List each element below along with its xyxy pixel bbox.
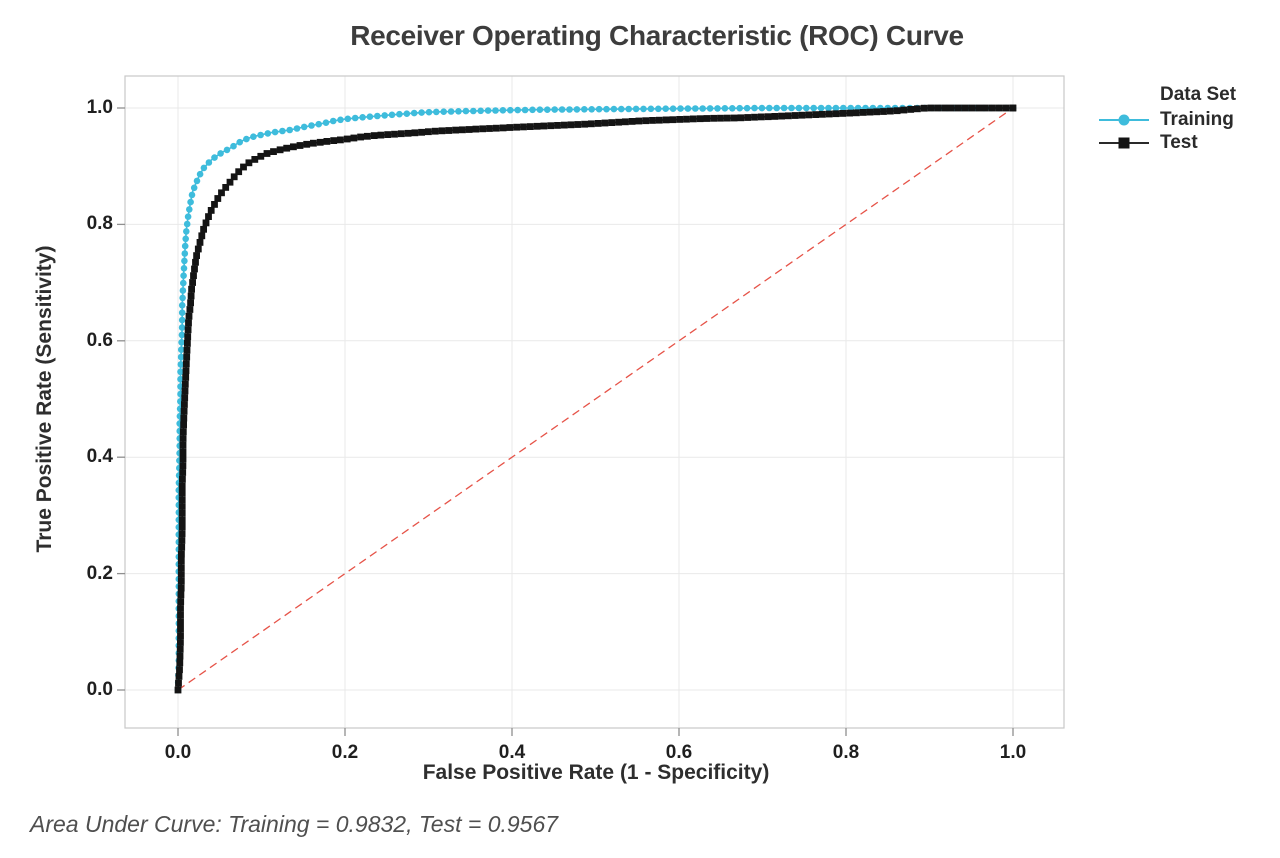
x-tick-label: 1.0	[999, 742, 1027, 763]
plot-frame	[124, 75, 1065, 729]
gridlines	[125, 76, 1064, 728]
y-tick-label: 1.0	[86, 97, 113, 118]
legend-entry-label: Test	[1160, 131, 1198, 153]
legend-entry-training: Training	[1098, 108, 1236, 131]
x-axis-label: False Positive Rate (1 - Specificity)	[422, 761, 770, 784]
axis-tick-marks	[117, 107, 1014, 736]
x-tick-label: 0.6	[665, 742, 693, 763]
legend-entries: Training Test	[1098, 108, 1236, 154]
legend-title: Data Set	[1160, 84, 1237, 105]
test-marker-icon	[1118, 137, 1130, 148]
legend-sample	[1099, 137, 1149, 148]
reference-diagonal	[177, 107, 1014, 691]
y-tick-label: 0.4	[86, 446, 113, 468]
training-marker-icon	[1118, 114, 1130, 125]
x-tick-label: 0.2	[331, 742, 359, 763]
y-axis-label: True Positive Rate (Sensitivity)	[33, 245, 56, 553]
auc-footnote: Area Under Curve: Training = 0.9832, Tes…	[30, 811, 559, 837]
x-tick-label: 0.8	[832, 742, 860, 763]
x-tick-label: 0.0	[164, 742, 192, 763]
legend-entry-label: Training	[1160, 108, 1234, 130]
legend-sample	[1099, 114, 1149, 125]
series-test	[174, 104, 1017, 694]
legend-entry-test: Test	[1098, 131, 1236, 154]
y-tick-label: 0.0	[86, 679, 113, 700]
x-tick-label: 0.4	[498, 742, 526, 763]
legend: Data Set Training Test	[1098, 84, 1236, 154]
y-tick-label: 0.8	[86, 213, 113, 235]
chart-title: Receiver Operating Characteristic (ROC) …	[350, 20, 964, 51]
y-tick-label: 0.6	[86, 329, 113, 351]
y-tick-label: 0.2	[86, 562, 113, 584]
